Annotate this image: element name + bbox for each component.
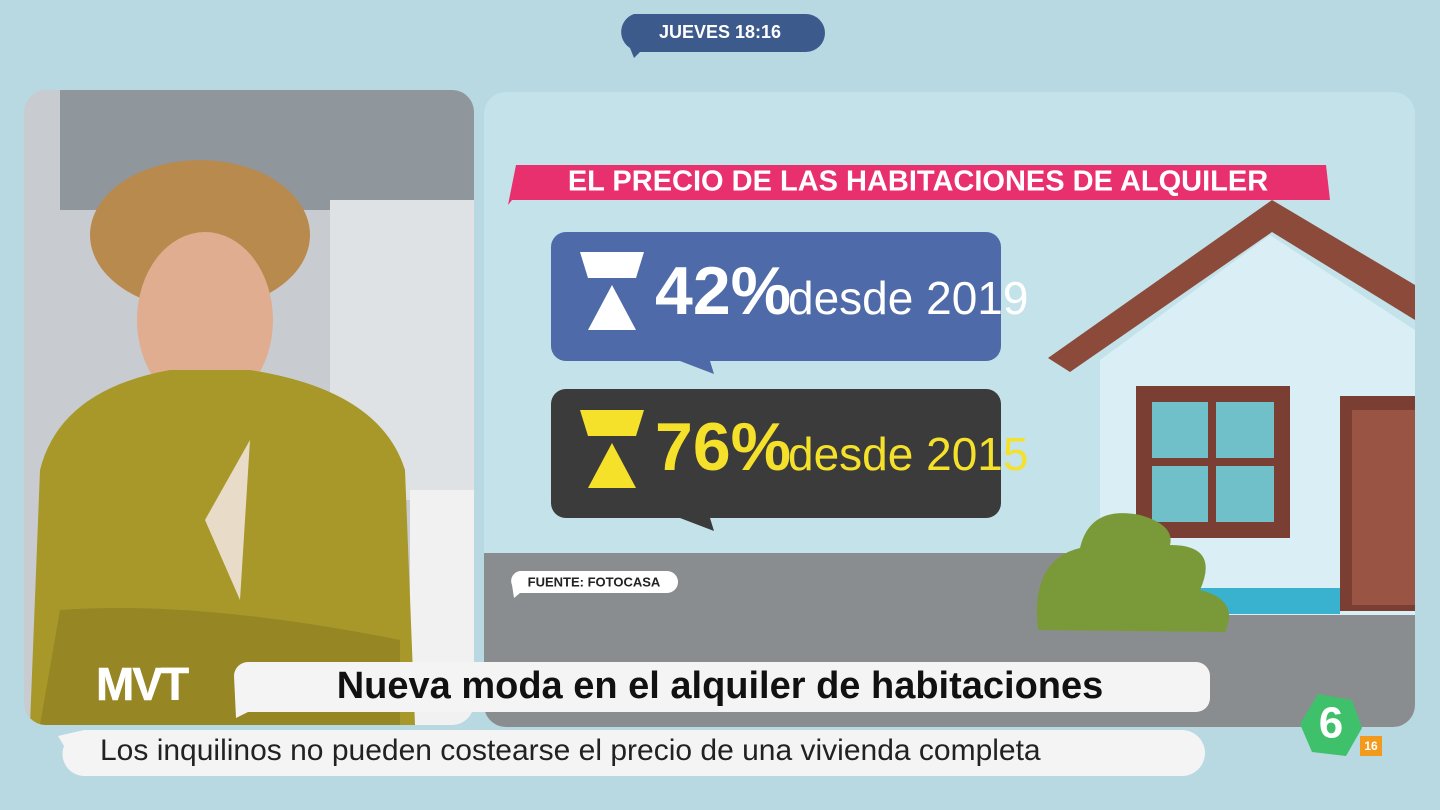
headline: Nueva moda en el alquiler de habitacione… [337,665,1104,707]
logo: MVT [96,658,189,710]
rating: 16 [1364,739,1378,753]
title-pill [508,165,1330,205]
stat-label: desde 2015 [788,428,1028,480]
subheadline: Los inquilinos no pueden costearse el pr… [100,734,1041,767]
source: FUENTE: FOTOCASA [528,574,661,589]
up-icon [580,410,644,488]
graphic-title: EL PRECIO DE LAS HABITACIONES DE ALQUILE… [568,166,1268,198]
clock: JUEVES 18:16 [659,22,781,42]
headline-pill [234,662,1210,718]
stat-value: 76% [655,409,791,485]
source-pill [511,571,678,598]
stat-value: 42% [655,253,791,329]
stat-box [551,232,1001,374]
channel-name: 6 [1319,699,1343,748]
house [1036,200,1415,632]
up-icon [580,252,644,330]
studio-photo [24,90,474,725]
stat-label: desde 2019 [788,272,1028,324]
rating-badge [1360,736,1382,756]
stat-box [551,389,1001,531]
subheadline-pill [58,730,1205,776]
channel-logo [1300,694,1362,756]
clock-pill [621,14,825,58]
